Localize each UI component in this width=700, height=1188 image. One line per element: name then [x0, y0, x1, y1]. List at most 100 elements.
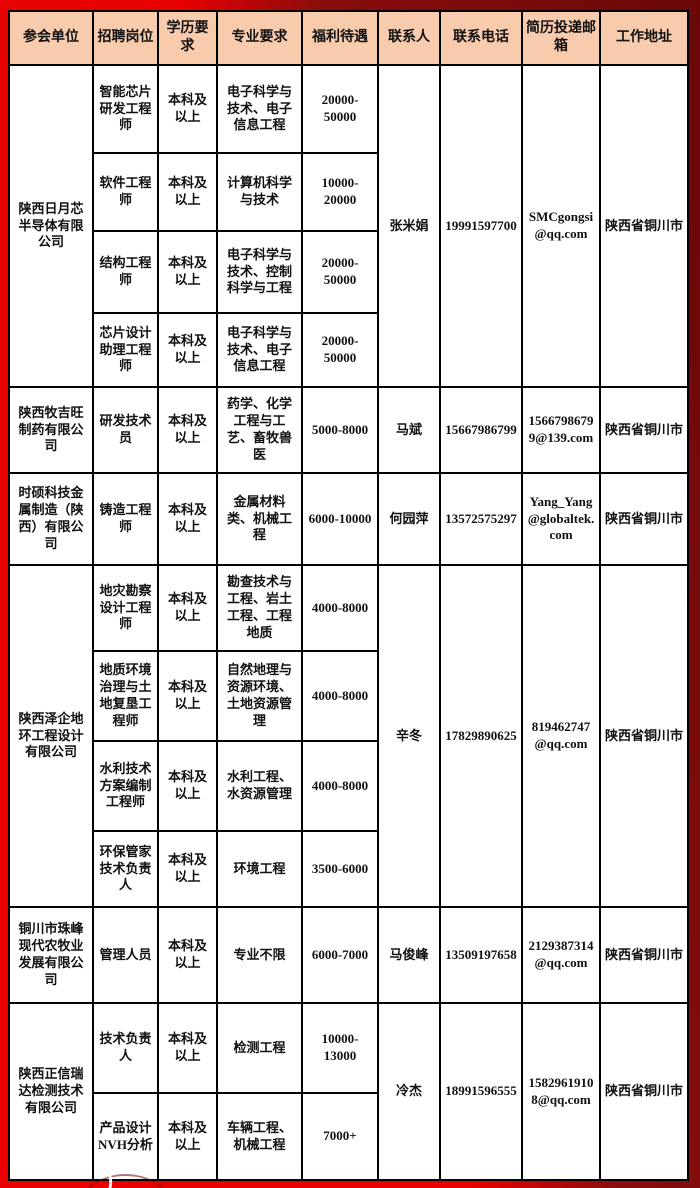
email-cell: Yang_Yang@globaltek.com: [521, 472, 601, 566]
education-cell: 本科及以上: [157, 230, 218, 314]
education-cell: 本科及以上: [157, 650, 218, 742]
education-cell: 本科及以上: [157, 740, 218, 832]
education-cell: 本科及以上: [157, 1002, 218, 1094]
salary-cell: 4000-8000: [301, 564, 379, 652]
major-cell: 自然地理与资源环境、土地资源管理: [216, 650, 303, 742]
major-cell: 药学、化学工程与工艺、畜牧兽医: [216, 386, 303, 474]
column-header: 专业要求: [216, 10, 303, 66]
table-row: 地质环境治理与土地复垦工程师 本科及以上 自然地理与资源环境、土地资源管理 4000-…: [9, 650, 688, 742]
education-cell: 本科及以上: [157, 64, 218, 154]
major-cell: 勘查技术与工程、岩土工程、工程地质: [216, 564, 303, 652]
position-cell: 软件工程师: [92, 152, 159, 232]
table-row: 陕西日月芯半导体有限公司 智能芯片研发工程师 本科及以上 电子科学与技术、电子信息工程…: [8, 64, 689, 388]
address-cell: 陕西省铜川市: [599, 64, 689, 388]
education-cell: 本科及以上: [157, 1092, 218, 1181]
table-row: 水利技术方案编制工程师 本科及以上 水利工程、水资源管理 4000-8000: [9, 740, 688, 832]
table-row: 时硕科技金属制造（陕西）有限公司 铸造工程师 本科及以上 金属材料类、机械工程 6000…: [8, 472, 689, 566]
table-row: 结构工程师 本科及以上 电子科学与技术、控制科学与工程 20000-50000: [9, 230, 688, 314]
column-header: 参会单位: [8, 10, 94, 66]
position-cell: 结构工程师: [92, 230, 159, 314]
salary-cell: 10000-13000: [301, 1002, 379, 1094]
major-cell: 计算机科学与技术: [216, 152, 303, 232]
email-cell: SMCgongsi@qq.com: [521, 64, 601, 388]
salary-cell: 20000-50000: [301, 230, 379, 314]
major-cell: 水利工程、水资源管理: [216, 740, 303, 832]
phone-cell: 18991596555: [439, 1002, 523, 1181]
address-cell: 陕西省铜川市: [599, 1002, 689, 1181]
table-row: 产品设计NVH分析 本科及以上 车辆工程、机械工程 7000+: [9, 1092, 688, 1181]
major-cell: 电子科学与技术、电子信息工程: [216, 312, 303, 388]
phone-cell: 13572575297: [439, 472, 523, 566]
position-cell: 地质环境治理与土地复垦工程师: [92, 650, 159, 742]
salary-cell: 10000-20000: [301, 152, 379, 232]
job-fair-table: 参会单位 招聘岗位 学历要求 专业要求 福利待遇 联系人 联系电话 简历投递邮箱 工作地址 陕西…: [8, 10, 689, 1181]
address-cell: 陕西省铜川市: [599, 906, 689, 1004]
company-name-cell: 陕西牧吉旺制药有限公司: [8, 386, 94, 474]
contact-name-cell: 马俊峰: [377, 906, 441, 1004]
email-cell: 2129387314@qq.com: [521, 906, 601, 1004]
position-cell: 地灾勘察设计工程师: [92, 564, 159, 652]
column-header: 简历投递邮箱: [521, 10, 601, 66]
company-name-cell: 铜川市珠峰现代农牧业发展有限公司: [8, 906, 94, 1004]
position-cell: 研发技术员: [92, 386, 159, 474]
salary-cell: 20000-50000: [301, 312, 379, 388]
column-header: 福利待遇: [301, 10, 379, 66]
table-row: 陕西泽企地环工程设计有限公司 地灾勘察设计工程师 本科及以上 勘查技术与工程、岩土工程…: [8, 564, 689, 908]
major-cell: 环境工程: [216, 830, 303, 908]
education-cell: 本科及以上: [157, 152, 218, 232]
company-name-cell: 陕西日月芯半导体有限公司: [8, 64, 94, 388]
contact-name-cell: 辛冬: [377, 564, 441, 908]
contact-name-cell: 马斌: [377, 386, 441, 474]
decorative-arc: [78, 1174, 173, 1188]
position-cell: 技术负责人: [92, 1002, 159, 1094]
address-cell: 陕西省铜川市: [599, 564, 689, 908]
contact-name-cell: 何园萍: [377, 472, 441, 566]
salary-cell: 5000-8000: [301, 386, 379, 474]
position-cell: 铸造工程师: [92, 472, 159, 566]
salary-cell: 4000-8000: [301, 650, 379, 742]
major-cell: 检测工程: [216, 1002, 303, 1094]
address-cell: 陕西省铜川市: [599, 472, 689, 566]
table-row: 芯片设计助理工程师 本科及以上 电子科学与技术、电子信息工程 20000-50000: [9, 312, 688, 388]
table-row: 陕西正信瑞达检测技术有限公司 技术负责人 本科及以上 检测工程 10000-13000 冷…: [8, 1002, 689, 1181]
phone-cell: 17829890625: [439, 564, 523, 908]
phone-cell: 13509197658: [439, 906, 523, 1004]
position-cell: 管理人员: [92, 906, 159, 1004]
education-cell: 本科及以上: [157, 564, 218, 652]
table-row: 铜川市珠峰现代农牧业发展有限公司 管理人员 本科及以上 专业不限 6000-7000 马俊…: [8, 906, 689, 1004]
major-cell: 专业不限: [216, 906, 303, 1004]
contact-name-cell: 冷杰: [377, 1002, 441, 1181]
contact-name-cell: 张米娟: [377, 64, 441, 388]
column-header: 学历要求: [157, 10, 218, 66]
education-cell: 本科及以上: [157, 312, 218, 388]
phone-cell: 19991597700: [439, 64, 523, 388]
table-row: 软件工程师 本科及以上 计算机科学与技术 10000-20000: [9, 152, 688, 232]
table-row: 陕西牧吉旺制药有限公司 研发技术员 本科及以上 药学、化学工程与工艺、畜牧兽医 5000…: [8, 386, 689, 474]
address-cell: 陕西省铜川市: [599, 386, 689, 474]
education-cell: 本科及以上: [157, 830, 218, 908]
salary-cell: 3500-6000: [301, 830, 379, 908]
company-name-cell: 时硕科技金属制造（陕西）有限公司: [8, 472, 94, 566]
salary-cell: 20000-50000: [301, 64, 379, 154]
column-header: 工作地址: [599, 10, 689, 66]
position-cell: 芯片设计助理工程师: [92, 312, 159, 388]
column-header: 招聘岗位: [92, 10, 159, 66]
salary-cell: 7000+: [301, 1092, 379, 1181]
company-name-cell: 陕西泽企地环工程设计有限公司: [8, 564, 94, 908]
salary-cell: 4000-8000: [301, 740, 379, 832]
phone-cell: 15667986799: [439, 386, 523, 474]
major-cell: 电子科学与技术、控制科学与工程: [216, 230, 303, 314]
salary-cell: 6000-10000: [301, 472, 379, 566]
email-cell: 15829619108@qq.com: [521, 1002, 601, 1181]
header-row: 参会单位 招聘岗位 学历要求 专业要求 福利待遇 联系人 联系电话 简历投递邮箱 工作地址: [8, 10, 689, 66]
position-cell: 智能芯片研发工程师: [92, 64, 159, 154]
company-name-cell: 陕西正信瑞达检测技术有限公司: [8, 1002, 94, 1181]
salary-cell: 6000-7000: [301, 906, 379, 1004]
education-cell: 本科及以上: [157, 386, 218, 474]
major-cell: 金属材料类、机械工程: [216, 472, 303, 566]
table-row: 环保管家技术负责人 本科及以上 环境工程 3500-6000: [9, 830, 688, 908]
column-header: 联系人: [377, 10, 441, 66]
email-cell: 15667986799@139.com: [521, 386, 601, 474]
major-cell: 车辆工程、机械工程: [216, 1092, 303, 1181]
